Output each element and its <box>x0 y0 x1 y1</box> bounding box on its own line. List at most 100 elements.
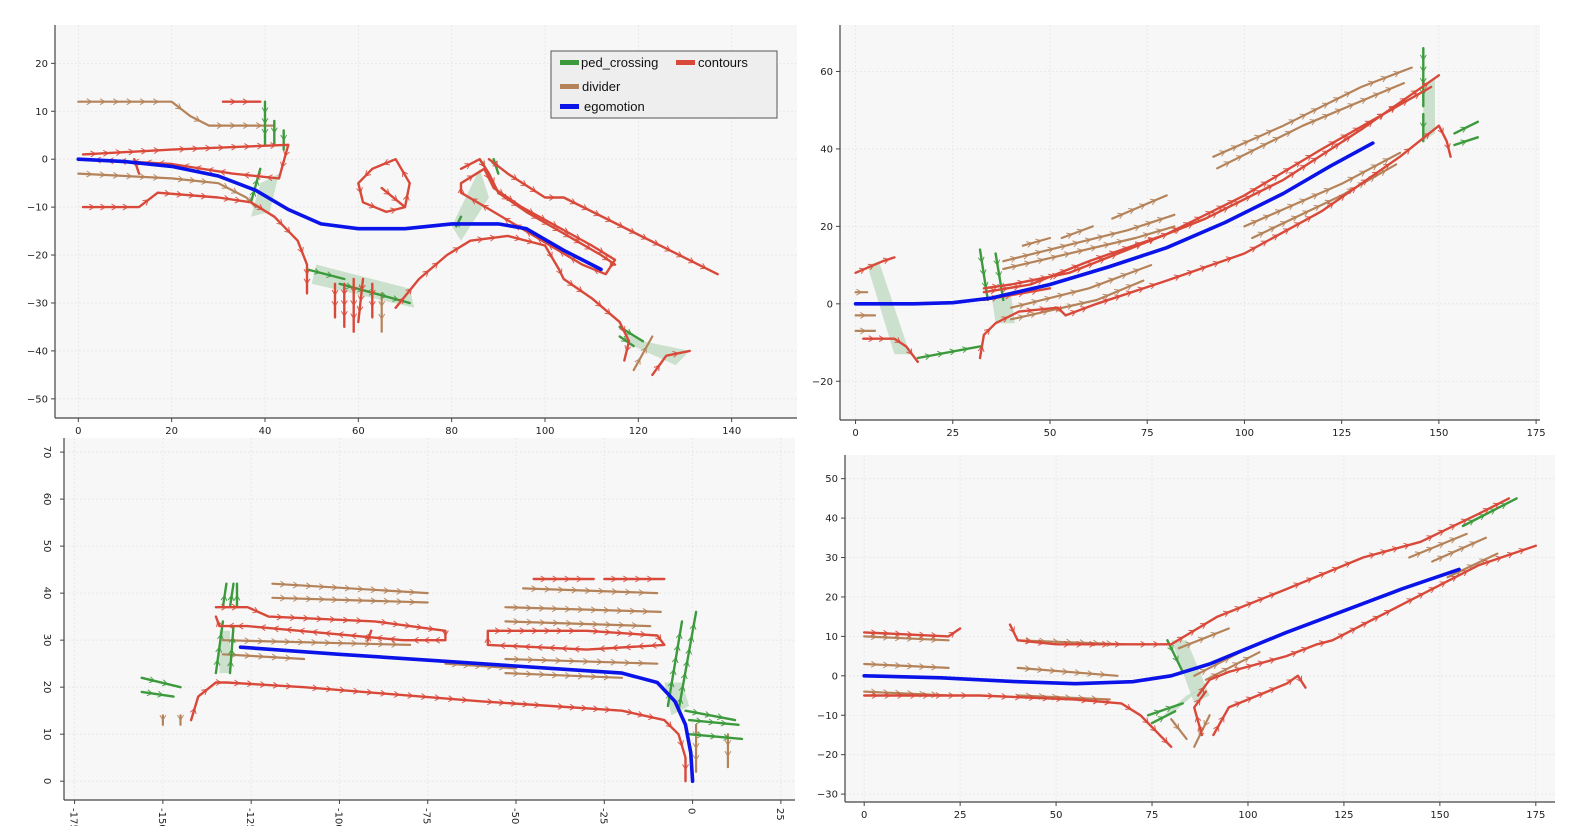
direction-chevron <box>525 604 533 612</box>
divider-line <box>1408 532 1468 559</box>
y-tick-label: −50 <box>27 394 48 405</box>
direction-chevron <box>924 353 932 360</box>
direction-chevron <box>510 699 517 707</box>
direction-chevron <box>389 207 397 215</box>
direction-chevron <box>882 629 890 637</box>
direction-chevron <box>231 187 238 194</box>
series-group <box>140 575 744 784</box>
direction-chevron <box>1092 697 1100 705</box>
direction-chevron <box>122 203 129 211</box>
y-tick-label: 30 <box>825 553 838 564</box>
direction-chevron <box>611 644 618 652</box>
direction-chevron <box>549 194 556 201</box>
direction-chevron <box>1421 82 1429 89</box>
direction-chevron <box>1102 293 1110 301</box>
gridlines <box>55 25 797 418</box>
direction-chevron <box>389 635 396 643</box>
direction-chevron <box>279 580 287 588</box>
direction-chevron <box>534 701 541 709</box>
y-tick-label: −20 <box>27 251 48 262</box>
direction-chevron <box>652 239 660 246</box>
direction-chevron <box>489 234 497 242</box>
direction-chevron <box>1249 188 1257 195</box>
direction-chevron <box>552 619 560 627</box>
ped-crossing-area <box>1171 640 1210 704</box>
direction-chevron <box>546 251 553 259</box>
direction-chevron <box>1218 715 1225 723</box>
direction-chevron <box>637 711 645 718</box>
direction-chevron <box>870 629 878 637</box>
direction-chevron <box>340 289 348 296</box>
direction-chevron <box>724 750 732 758</box>
direction-chevron <box>1024 665 1032 672</box>
direction-chevron <box>357 585 364 593</box>
direction-chevron <box>884 692 891 699</box>
direction-chevron <box>292 581 300 589</box>
direction-chevron <box>677 740 684 747</box>
direction-chevron <box>961 692 968 699</box>
direction-chevron <box>581 704 588 712</box>
divider-line <box>1009 279 1145 321</box>
direction-chevron <box>1260 181 1268 188</box>
direction-chevron <box>1255 190 1262 197</box>
direction-chevron <box>1186 269 1194 277</box>
direction-chevron <box>1318 571 1326 579</box>
direction-chevron <box>1428 587 1436 594</box>
direction-chevron <box>1360 179 1368 186</box>
direction-chevron <box>1102 298 1110 305</box>
direction-chevron <box>111 203 118 211</box>
direction-chevron <box>1227 200 1235 207</box>
direction-chevron <box>664 245 672 252</box>
direction-chevron <box>560 645 568 653</box>
direction-chevron <box>1376 113 1384 120</box>
direction-chevron <box>358 284 366 291</box>
direction-chevron <box>405 287 412 295</box>
direction-chevron <box>1076 640 1083 648</box>
direction-chevron <box>298 627 305 635</box>
direction-chevron <box>638 589 645 596</box>
direction-chevron <box>1222 610 1230 618</box>
direction-chevron <box>571 586 578 594</box>
direction-chevron <box>88 203 96 211</box>
direction-chevron <box>592 620 599 628</box>
direction-chevron <box>525 670 533 678</box>
direction-chevron <box>252 179 260 186</box>
direction-chevron <box>991 283 999 291</box>
direction-chevron <box>153 98 160 106</box>
direction-chevron <box>1489 508 1496 515</box>
y-tick-label: 20 <box>820 222 833 233</box>
direction-chevron <box>344 584 351 592</box>
direction-chevron <box>498 699 506 706</box>
direction-chevron <box>716 713 724 721</box>
direction-chevron <box>271 637 278 645</box>
direction-chevron <box>1359 170 1366 177</box>
direction-chevron <box>1001 285 1009 293</box>
direction-chevron <box>610 658 617 666</box>
direction-chevron <box>1333 143 1340 150</box>
direction-chevron <box>637 642 644 650</box>
direction-chevron <box>1048 273 1055 281</box>
divider-line <box>863 662 950 670</box>
direction-chevron <box>357 295 365 302</box>
direction-chevron <box>1213 724 1220 732</box>
direction-chevron <box>540 575 547 583</box>
direction-chevron <box>356 617 363 624</box>
legend-swatch-ped-crossing <box>560 60 579 65</box>
y-tick-label: −30 <box>27 298 48 309</box>
direction-chevron <box>541 656 548 664</box>
y-tick-label: 0 <box>827 299 833 310</box>
direction-chevron <box>1225 256 1233 263</box>
direction-chevron <box>368 300 376 308</box>
plot-area <box>845 455 1555 802</box>
direction-chevron <box>1403 148 1411 155</box>
direction-chevron <box>1199 669 1207 676</box>
y-tick-label: −40 <box>27 346 48 357</box>
direction-chevron <box>1291 215 1298 222</box>
direction-chevron <box>557 702 565 710</box>
direction-chevron <box>1333 97 1340 104</box>
direction-chevron <box>1318 640 1326 647</box>
x-tick-label: -100 <box>332 808 343 826</box>
direction-chevron <box>1265 129 1273 136</box>
direction-chevron <box>370 597 377 605</box>
direction-chevron <box>261 107 269 114</box>
